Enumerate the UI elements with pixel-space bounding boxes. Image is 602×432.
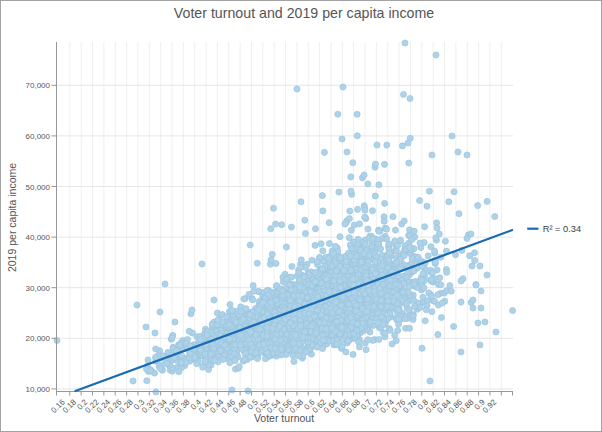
svg-text:30,000: 30,000 xyxy=(26,284,51,293)
svg-text:R² = 0.34: R² = 0.34 xyxy=(543,224,582,234)
svg-text:10,000: 10,000 xyxy=(26,385,51,394)
svg-text:70,000: 70,000 xyxy=(26,81,51,90)
svg-text:20,000: 20,000 xyxy=(26,334,51,343)
svg-text:50,000: 50,000 xyxy=(26,183,51,192)
svg-text:40,000: 40,000 xyxy=(26,233,51,242)
svg-text:Voter turnout and 2019 per cap: Voter turnout and 2019 per capita income xyxy=(174,5,434,21)
svg-text:60,000: 60,000 xyxy=(26,132,51,141)
svg-text:2019 per capita income: 2019 per capita income xyxy=(6,163,18,272)
